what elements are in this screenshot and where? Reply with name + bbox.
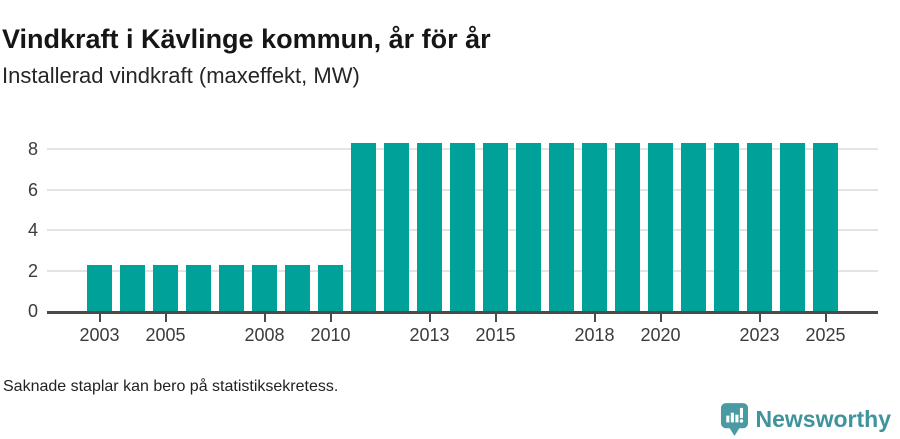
x-tick-mark-2008 xyxy=(263,314,266,322)
bar-series xyxy=(83,129,842,311)
newsworthy-logo: Newsworthy xyxy=(720,402,891,437)
bar-cell-2025 xyxy=(809,129,842,311)
bar-cell-2015 xyxy=(479,129,512,311)
bar-cell-2014 xyxy=(446,129,479,311)
newsworthy-speech-bubble-chart-icon xyxy=(720,402,749,437)
bar-cell-2024 xyxy=(776,129,809,311)
plot-area: 2003 2005 2008 2010 2013 2015 2018 2020 2023 2025 xyxy=(47,129,878,345)
y-tick-label-6: 6 xyxy=(27,179,38,200)
x-tick-label-2023: 2023 xyxy=(739,325,780,345)
y-axis-labels: 0 2 4 6 8 xyxy=(0,129,38,320)
x-tick-label-2010: 2010 xyxy=(310,325,351,345)
source-note: Saknade staplar kan bero på statistiksek… xyxy=(3,378,339,395)
bar-2015 xyxy=(482,143,509,311)
x-tick-mark-2020 xyxy=(659,314,662,322)
y-tick-label-0: 0 xyxy=(27,301,38,321)
x-tick-label-2020: 2020 xyxy=(640,325,681,345)
bar-2005 xyxy=(152,264,179,311)
bar-2024 xyxy=(779,143,806,311)
chart-title: Vindkraft i Kävlinge kommun, år för år xyxy=(2,24,491,55)
bar-cell-2020 xyxy=(644,129,677,311)
bar-cell-2016 xyxy=(512,129,545,311)
bar-2006 xyxy=(185,264,212,311)
bar-2021 xyxy=(680,143,707,311)
bar-cell-2013 xyxy=(413,129,446,311)
bar-2007 xyxy=(218,264,245,311)
bar-cell-2004 xyxy=(116,129,149,311)
bar-2010 xyxy=(317,264,344,311)
bar-2018 xyxy=(581,143,608,311)
bar-2016 xyxy=(515,143,542,311)
x-tick-mark-2005 xyxy=(164,314,167,322)
bar-2014 xyxy=(449,143,476,311)
x-tick-label-2003: 2003 xyxy=(79,325,120,345)
bar-2004 xyxy=(119,264,146,311)
x-tick-mark-2018 xyxy=(593,314,596,322)
bar-cell-2005 xyxy=(149,129,182,311)
y-tick-label-4: 4 xyxy=(27,220,38,241)
bar-cell-2012 xyxy=(380,129,413,311)
bar-2003 xyxy=(86,264,113,311)
bar-2013 xyxy=(416,143,443,311)
bar-2009 xyxy=(284,264,311,311)
x-tick-label-2005: 2005 xyxy=(145,325,186,345)
bar-cell-2023 xyxy=(743,129,776,311)
x-tick-mark-2010 xyxy=(329,314,332,322)
bar-cell-2011 xyxy=(347,129,380,311)
bar-cell-2019 xyxy=(611,129,644,311)
bar-cell-2003 xyxy=(83,129,116,311)
bar-2011 xyxy=(350,143,377,311)
x-tick-mark-2003 xyxy=(98,314,101,322)
x-tick-label-2025: 2025 xyxy=(805,325,846,345)
bar-cell-2006 xyxy=(182,129,215,311)
x-tick-label-2008: 2008 xyxy=(244,325,285,345)
y-tick-label-2: 2 xyxy=(27,260,38,281)
bar-2022 xyxy=(713,143,740,311)
newsworthy-wordmark: Newsworthy xyxy=(755,406,891,432)
bar-cell-2008 xyxy=(248,129,281,311)
bar-2012 xyxy=(383,143,410,311)
x-tick-mark-2015 xyxy=(494,314,497,322)
bar-cell-2017 xyxy=(545,129,578,311)
bar-2023 xyxy=(746,143,773,311)
chart-subtitle: Installerad vindkraft (maxeffekt, MW) xyxy=(2,63,360,88)
bar-cell-2007 xyxy=(215,129,248,311)
x-tick-label-2013: 2013 xyxy=(409,325,450,345)
bar-2017 xyxy=(548,143,575,311)
x-tick-label-2015: 2015 xyxy=(475,325,516,345)
x-tick-mark-2013 xyxy=(428,314,431,322)
bar-cell-2018 xyxy=(578,129,611,311)
bar-2019 xyxy=(614,143,641,311)
x-tick-mark-2025 xyxy=(824,314,827,322)
bar-cell-2021 xyxy=(677,129,710,311)
bar-2025 xyxy=(812,143,839,311)
x-tick-label-2018: 2018 xyxy=(574,325,615,345)
bar-cell-2009 xyxy=(281,129,314,311)
y-tick-label-8: 8 xyxy=(27,139,38,160)
x-tick-mark-2023 xyxy=(758,314,761,322)
bar-2008 xyxy=(251,264,278,311)
bar-cell-2022 xyxy=(710,129,743,311)
bar-cell-2010 xyxy=(314,129,347,311)
bar-2020 xyxy=(647,143,674,311)
